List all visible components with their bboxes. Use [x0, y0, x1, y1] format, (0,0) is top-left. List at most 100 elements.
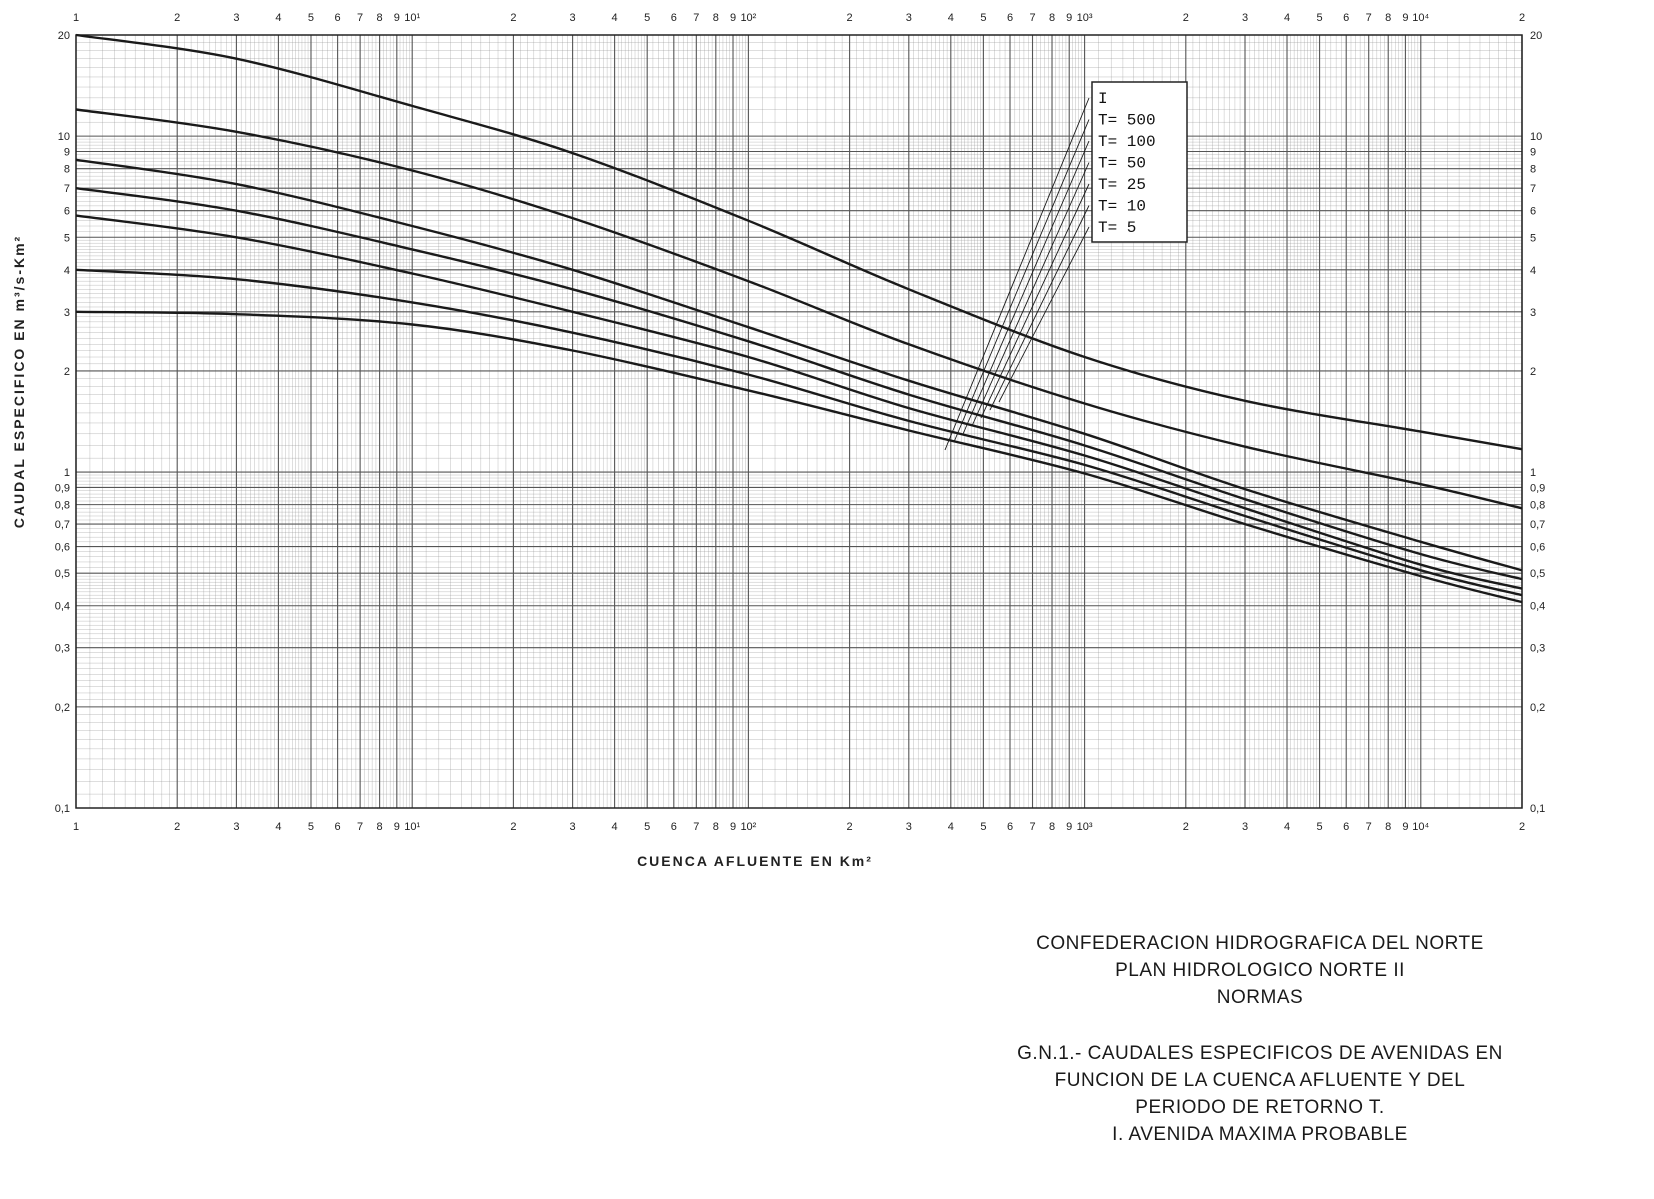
legend-leader-line — [980, 183, 1090, 419]
x-tick-labels-top: 1 2 3 4 5 6 7 8 9 10¹ 2 3 4 5 6 7 8 9 10² 2 3 4 5 6 7 8 9 10³ 2 3 4 5 6 7… — [73, 12, 1525, 24]
x-tick-label: 9 — [1066, 821, 1072, 833]
x-tick-labels-bottom: 1 2 3 4 5 6 7 8 9 10¹ 2 3 4 5 6 7 8 9 10² 2 3 4 5 6 7 8 9 10³ 2 3 4 5 6 7… — [73, 821, 1525, 833]
y-tick-labels-left: 0,1 0,2 0,3 0,4 0,5 0,6 0,7 0,8 0,9 1 2 3 4 5 6 7 8 9 10 20 — [55, 30, 70, 815]
y-tick-label: 0,5 — [55, 568, 70, 580]
x-tick-label: 6 — [335, 12, 341, 24]
x-tick-label: 7 — [1029, 821, 1035, 833]
legend-entry: T= 50 — [1098, 155, 1146, 173]
legend-leader-line — [971, 162, 1090, 427]
series-line — [75, 268, 1523, 597]
y-tick-label: 5 — [1530, 232, 1536, 244]
x-tick-label: 7 — [357, 12, 363, 24]
series-line — [75, 158, 1523, 572]
x-tick-label: 3 — [1242, 12, 1248, 24]
x-tick-label: 5 — [980, 12, 986, 24]
x-tick-label: 2 — [1519, 821, 1525, 833]
legend-leader-line — [962, 140, 1090, 435]
caption-org-line: PLAN HIDROLOGICO NORTE II — [1115, 960, 1405, 981]
x-tick-label: 7 — [693, 12, 699, 24]
legend-box — [1091, 81, 1188, 243]
x-tick-label: 2 — [1183, 821, 1189, 833]
x-tick-label: 3 — [233, 821, 239, 833]
y-tick-label: 0,2 — [55, 702, 70, 714]
caption-figure-line: G.N.1.- CAUDALES ESPECIFICOS DE AVENIDAS… — [1017, 1043, 1503, 1064]
legend-leader-lines — [944, 97, 1090, 451]
y-tick-label: 7 — [64, 183, 70, 195]
x-tick-label: 6 — [671, 12, 677, 24]
plot-background — [0, 0, 1654, 920]
series-line — [75, 33, 1523, 451]
x-tick-label: 2 — [174, 12, 180, 24]
x-tick-label: 4 — [275, 12, 281, 24]
x-tick-label: 1 — [73, 821, 79, 833]
x-tick-label: 10² — [740, 12, 756, 24]
y-tick-label: 0,6 — [1530, 542, 1545, 554]
x-tick-label: 3 — [1242, 821, 1248, 833]
x-tick-label: 4 — [1284, 821, 1290, 833]
legend-entry: I — [1098, 90, 1108, 108]
x-tick-label: 10¹ — [404, 821, 420, 833]
x-tick-label: 8 — [377, 821, 383, 833]
legend: I T= 500 T= 100 T= 50 T= 25 T= 10 T= 5 — [944, 81, 1188, 451]
x-tick-label: 2 — [174, 821, 180, 833]
legend-entry: T= 5 — [1098, 219, 1136, 237]
x-tick-label: 2 — [1183, 12, 1189, 24]
x-tick-label: 2 — [510, 12, 516, 24]
y-tick-label: 0,7 — [55, 519, 70, 531]
x-tick-label: 10³ — [1077, 12, 1093, 24]
x-tick-label: 6 — [1007, 12, 1013, 24]
x-tick-label: 9 — [730, 12, 736, 24]
series-line — [75, 310, 1523, 604]
x-tick-label: 6 — [1343, 12, 1349, 24]
x-tick-label: 8 — [713, 12, 719, 24]
y-tick-label: 6 — [64, 206, 70, 218]
y-tick-label: 0,3 — [55, 643, 70, 655]
x-tick-label: 3 — [906, 12, 912, 24]
x-tick-label: 2 — [510, 821, 516, 833]
x-tick-label: 5 — [644, 821, 650, 833]
x-tick-label: 9 — [1066, 12, 1072, 24]
y-tick-label: 0,3 — [1530, 643, 1545, 655]
y-axis-label: CAUDAL ESPECIFICO EN m³/s-Km² — [11, 235, 27, 528]
y-tick-label: 7 — [1530, 183, 1536, 195]
y-tick-label: 3 — [64, 307, 70, 319]
y-tick-label: 4 — [64, 265, 70, 277]
x-tick-label: 9 — [1402, 821, 1408, 833]
legend-entry: T= 500 — [1098, 112, 1156, 130]
x-tick-label: 3 — [233, 12, 239, 24]
x-tick-label: 2 — [847, 12, 853, 24]
x-tick-label: 7 — [357, 821, 363, 833]
y-tick-label: 0,1 — [55, 803, 70, 815]
y-tick-label: 0,8 — [55, 500, 70, 512]
x-tick-label: 8 — [377, 12, 383, 24]
x-tick-label: 10⁴ — [1412, 12, 1429, 24]
x-tick-label: 9 — [1402, 12, 1408, 24]
x-tick-label: 10² — [740, 821, 756, 833]
y-tick-label: 5 — [64, 232, 70, 244]
x-tick-label: 9 — [394, 12, 400, 24]
x-tick-label: 5 — [644, 12, 650, 24]
x-tick-label: 3 — [570, 12, 576, 24]
y-tick-label: 0,2 — [1530, 702, 1545, 714]
caption-org-line: NORMAS — [1216, 987, 1304, 1008]
x-tick-label: 1 — [73, 12, 79, 24]
y-tick-label: 9 — [64, 146, 70, 158]
x-tick-label: 10³ — [1077, 821, 1093, 833]
x-tick-label: 5 — [1317, 12, 1323, 24]
x-tick-label: 5 — [308, 12, 314, 24]
x-tick-label: 5 — [1317, 821, 1323, 833]
y-tick-label: 8 — [1530, 164, 1536, 176]
legend-entry: T= 100 — [1098, 133, 1156, 151]
y-tick-label: 0,4 — [55, 601, 70, 613]
y-tick-label: 8 — [64, 164, 70, 176]
y-tick-label: 0,5 — [1530, 568, 1545, 580]
caption-figure-line: I. AVENIDA MAXIMA PROBABLE — [1112, 1124, 1408, 1145]
x-tick-label: 6 — [671, 821, 677, 833]
x-tick-label: 6 — [335, 821, 341, 833]
legend-leader-line — [944, 97, 1090, 451]
x-tick-label: 8 — [1385, 821, 1391, 833]
x-tick-label: 4 — [612, 12, 618, 24]
x-tick-label: 10⁴ — [1412, 821, 1429, 833]
legend-entry: T= 25 — [1098, 176, 1146, 194]
x-axis-label: CUENCA AFLUENTE EN Km² — [637, 853, 873, 869]
